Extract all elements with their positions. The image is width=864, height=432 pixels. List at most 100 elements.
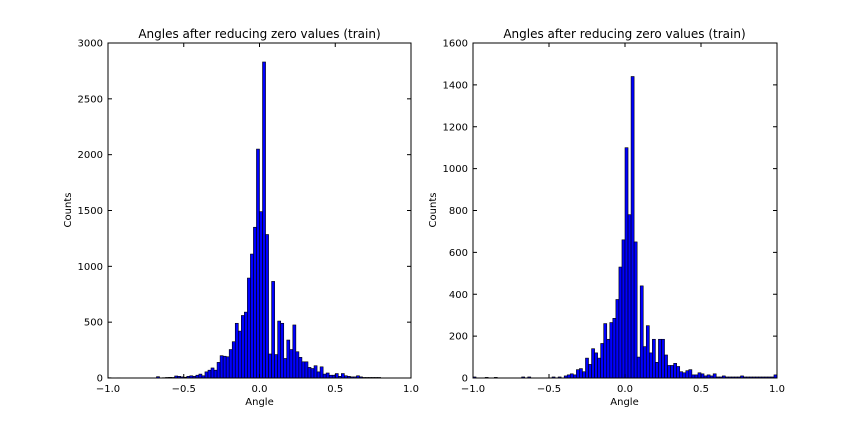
histogram-bar: [341, 373, 345, 379]
histogram-bar: [301, 361, 306, 379]
histogram-bar: [313, 365, 318, 379]
y-tick-label: 2000: [78, 150, 103, 161]
chart-title-right: Angles after reducing zero values (train…: [503, 27, 745, 41]
histogram-bar: [292, 324, 297, 379]
histogram-bar: [585, 357, 589, 379]
histogram-bar: [594, 352, 598, 379]
histogram-bar: [606, 338, 611, 379]
histogram-bar: [642, 346, 647, 379]
histogram-bar: [207, 369, 212, 379]
histogram-left: Angles after reducing zero values (train…: [63, 27, 419, 408]
histogram-bar: [256, 148, 260, 379]
histogram-bar: [633, 241, 638, 379]
histogram-bar: [228, 349, 233, 379]
histogram-bar: [609, 322, 614, 379]
histogram-bar: [298, 357, 303, 379]
histogram-bar: [636, 356, 641, 379]
histogram-bar: [222, 355, 227, 379]
x-tick-label: 0.0: [617, 384, 633, 395]
histogram-bar: [262, 61, 266, 379]
histogram-bar: [603, 323, 608, 379]
histogram-bar: [241, 315, 245, 379]
histogram-bar: [259, 211, 263, 379]
x-tick-label: −1.0: [461, 384, 485, 395]
y-tick-label: 3000: [78, 39, 103, 50]
histogram-bar: [600, 343, 605, 379]
histogram-bar: [271, 281, 275, 379]
histogram-bar: [250, 253, 254, 379]
y-tick-label: 1600: [443, 39, 468, 50]
histogram-bar: [286, 339, 291, 379]
histogram-bar: [679, 371, 684, 379]
histogram-bar: [655, 361, 659, 379]
histogram-bar: [213, 369, 218, 379]
histogram-bar: [216, 362, 221, 379]
histogram-bar: [579, 368, 583, 379]
histogram-bar: [685, 370, 690, 379]
histogram-bar: [316, 371, 321, 379]
histogram-bar: [247, 277, 251, 379]
x-axis-label-right: Angle: [610, 397, 638, 408]
histogram-bar: [244, 311, 248, 379]
histogram-bar: [310, 368, 315, 379]
x-tick-label: 1.0: [403, 384, 419, 395]
x-tick-label: −1.0: [96, 384, 120, 395]
y-tick-label: 1000: [78, 262, 103, 273]
x-tick-label: 0.0: [252, 384, 268, 395]
x-tick-label: 1.0: [769, 384, 785, 395]
x-axis-label-left: Angle: [245, 397, 273, 408]
histogram-bar: [618, 266, 623, 379]
y-tick-label: 1400: [443, 80, 468, 91]
histogram-bar: [664, 354, 668, 379]
histogram-bar: [612, 318, 617, 379]
histogram-bar: [289, 349, 294, 379]
histogram-bar: [661, 338, 665, 379]
chart-title-left: Angles after reducing zero values (train…: [138, 27, 380, 41]
x-tick-label: −0.5: [172, 384, 196, 395]
y-tick-label: 0: [97, 374, 103, 385]
histogram-bar: [591, 348, 595, 379]
histogram-bar: [253, 226, 257, 379]
y-tick-label: 2500: [78, 94, 103, 105]
histogram-bar: [630, 76, 635, 379]
histogram-bar: [615, 299, 620, 379]
histogram-bar: [204, 371, 209, 379]
y-tick-label: 1200: [443, 122, 468, 133]
histogram-bar: [319, 366, 324, 379]
x-tick-label: −0.5: [537, 384, 561, 395]
histogram-bar: [225, 356, 230, 379]
histogram-bar: [682, 372, 687, 379]
histogram-bar: [676, 366, 681, 379]
histogram-bar: [277, 320, 282, 379]
histogram-bar: [210, 367, 215, 379]
histogram-bar: [283, 358, 288, 379]
y-axis-label-left: Counts: [63, 193, 74, 228]
histogram-bar: [658, 338, 662, 379]
histogram-bar: [673, 363, 677, 379]
bars-left: [107, 61, 382, 379]
histogram-bar: [219, 355, 224, 379]
histogram-bar: [597, 357, 601, 379]
histogram-right: Angles after reducing zero values (train…: [428, 27, 785, 408]
y-tick-label: 1500: [78, 206, 103, 217]
histogram-bar: [627, 214, 632, 379]
histogram-bar: [268, 353, 272, 379]
histogram-bar: [231, 341, 236, 379]
plot-frame-left: [107, 42, 412, 379]
x-tick-label: 0.5: [327, 384, 343, 395]
histogram-bar: [712, 373, 717, 379]
y-tick-label: 0: [462, 374, 468, 385]
histogram-bar: [649, 352, 653, 379]
histogram-bar: [588, 364, 592, 379]
histogram-bar: [582, 371, 586, 379]
histogram-bar: [639, 285, 644, 379]
histogram-bar: [304, 361, 309, 379]
y-tick-label: 200: [449, 332, 468, 343]
histogram-bar: [325, 372, 330, 379]
y-tick-label: 500: [84, 318, 103, 329]
histogram-bar: [688, 369, 693, 379]
histogram-bar: [569, 373, 574, 379]
histogram-bar: [234, 322, 239, 379]
histogram-bar: [198, 373, 203, 379]
histogram-bar: [295, 351, 300, 379]
